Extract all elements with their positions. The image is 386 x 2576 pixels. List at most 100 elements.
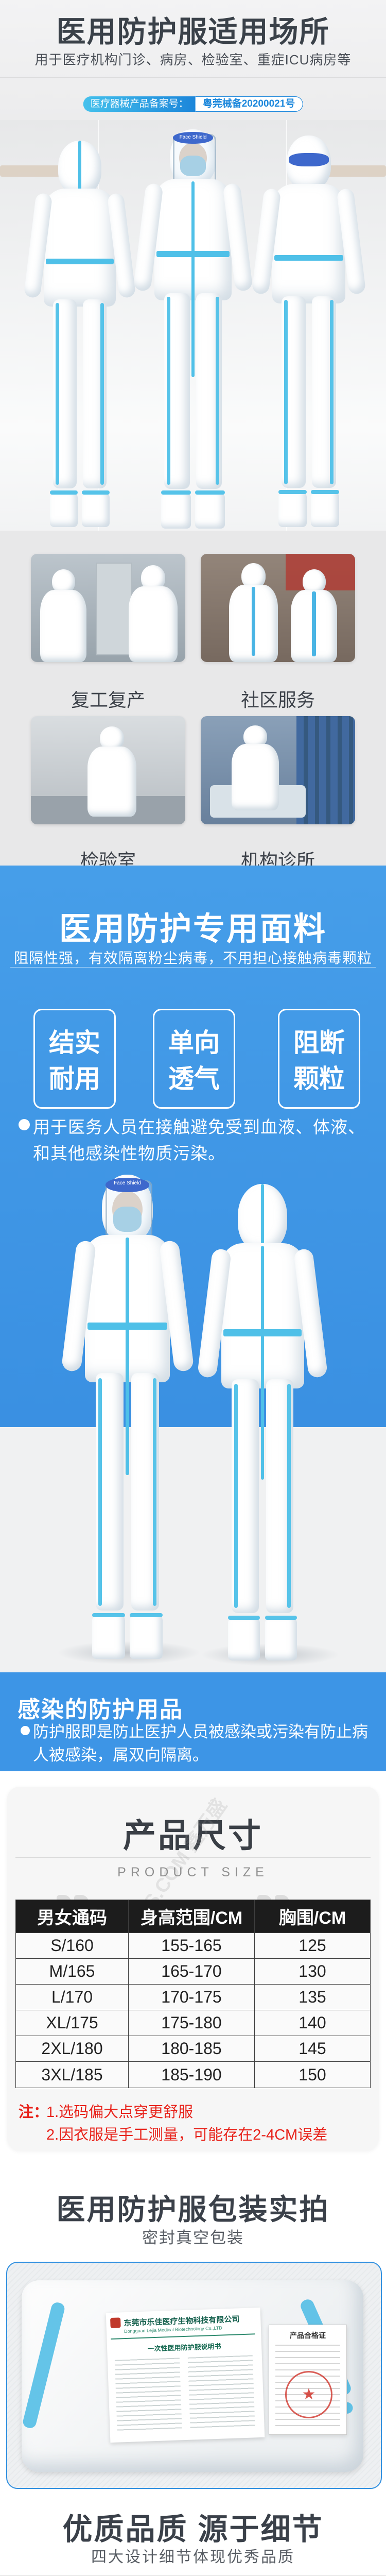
- figure-head: [302, 569, 326, 594]
- size-col-header: 身高范围/CM: [129, 1900, 255, 1933]
- fine-print-lines: [114, 2358, 182, 2432]
- size-note-2: 2.因衣服是手工测量，可能存在2-4CM误差: [46, 2127, 328, 2143]
- figure-head: [241, 563, 266, 589]
- suit-body: [44, 189, 116, 307]
- size-table: 男女通码 身高范围/CM 胸围/CM S/160 155-165 125 M/1…: [15, 1900, 371, 2088]
- feature-line: 颗粒: [293, 1064, 345, 1093]
- person-figure: [291, 569, 337, 662]
- figure-body: [40, 589, 86, 662]
- figure-head: [243, 725, 267, 748]
- page-subtitle: 用于医疗机构门诊、病房、检验室、重症ICU病房等: [34, 52, 352, 67]
- size-col-header: 男女通码: [16, 1900, 129, 1933]
- size-cell: 180-185: [129, 2036, 255, 2062]
- suit-body: [272, 184, 346, 304]
- feature-box-block-particles: 阻断 颗粒: [278, 1009, 360, 1109]
- size-cell: 150: [255, 2062, 370, 2088]
- person-figure: [129, 565, 178, 662]
- registration-badge-label: 医疗器械产品备案号：: [83, 96, 196, 112]
- suit-tape: [22, 2301, 66, 2430]
- scene-photo-laboratory: [31, 716, 185, 824]
- infection-protection-section: 感染的防护用品 防护服即是防止医护人员被感染或污染有防止病人被感染，属双向隔离。: [0, 1672, 386, 1771]
- suit-tape: [312, 591, 316, 657]
- fabric-subtitle: 阻隔性强，有效隔离粉尘病毒，不用担心接触病毒颗粒: [13, 950, 372, 966]
- size-cell: 3XL/185: [16, 2062, 129, 2088]
- face-shield-band: Face Shield: [106, 1177, 149, 1192]
- registration-badge: 医疗器械产品备案号： 粤莞械备20200021号: [83, 96, 303, 112]
- bullet-dot: [19, 1119, 30, 1130]
- registration-badge-value: 粤莞械备20200021号: [195, 96, 303, 112]
- suit-boot: [195, 490, 225, 529]
- size-cell: 175-180: [129, 2010, 255, 2036]
- suit-boot: [50, 490, 78, 527]
- bullet-dot: [21, 1726, 30, 1735]
- quality-title: 优质品质 源于细节: [62, 2513, 324, 2546]
- feature-line: 单向: [168, 1028, 220, 1057]
- suit-boot: [92, 1613, 126, 1659]
- suit-waist-tape: [274, 255, 344, 261]
- packaging-title: 医用防护服包装实拍: [56, 2193, 330, 2226]
- suit-leg: [164, 293, 190, 489]
- package-instruction-label: 东莞市乐佳医疗生物科技有限公司 Dongguan Lejia Medical B…: [106, 2307, 265, 2443]
- suit-zipper-tape: [125, 1238, 130, 1475]
- size-cell: 155-165: [129, 1933, 255, 1959]
- suit-back-seam-tape: [260, 1246, 265, 1480]
- size-col-header: 胸围/CM: [255, 1900, 370, 1933]
- size-cell: 165-170: [129, 1959, 255, 1985]
- suit-leg: [53, 299, 77, 488]
- suit-leg: [266, 1379, 293, 1613]
- person-figure: [87, 726, 136, 817]
- suit-tape: [251, 587, 256, 656]
- protective-suit-back-right: [251, 135, 366, 527]
- size-cell: L/170: [16, 1985, 129, 2010]
- suit-leg: [96, 1373, 124, 1611]
- product-size-card: 产品尺寸 PRODUCT SIZE XFS.COM 鑫万盛 XFS.COM 鑫万…: [7, 1787, 379, 2150]
- suit-leg: [232, 1379, 259, 1613]
- size-cell: 185-190: [129, 2062, 255, 2088]
- size-note-1: 1.选码偏大点穿更舒服: [46, 2104, 194, 2121]
- model-front-back-photo: Face Shield: [0, 1170, 386, 1672]
- feature-box-durable: 结实 耐用: [33, 1009, 116, 1109]
- model-suit-back: [197, 1184, 328, 1660]
- size-cell: M/165: [16, 1959, 129, 1985]
- suit-leg: [131, 1373, 159, 1611]
- model-photo-background: [0, 1427, 386, 1672]
- scene-label: 复工复产: [71, 689, 145, 710]
- size-cell: 170-175: [129, 1985, 255, 2010]
- divider: [111, 2333, 255, 2340]
- certificate-title: 产品合格证: [290, 2331, 326, 2340]
- divider: [15, 1857, 371, 1858]
- suit-leg: [281, 296, 306, 488]
- page-title: 医用防护服适用场所: [56, 15, 330, 48]
- feature-line: 阻断: [293, 1028, 345, 1057]
- feature-line: 透气: [168, 1064, 220, 1093]
- suit-mask: [180, 156, 206, 177]
- hero-photo: Face Shield: [0, 120, 386, 531]
- door: [96, 562, 132, 656]
- suit-waist-tape: [156, 251, 230, 257]
- suit-leg: [196, 293, 222, 489]
- divider: [10, 967, 376, 968]
- suit-boot: [161, 490, 191, 529]
- red-stamp-icon: ★: [285, 2371, 332, 2418]
- suit-boot: [130, 1613, 163, 1659]
- size-cell: 145: [255, 2036, 370, 2062]
- size-cell: 2XL/180: [16, 2036, 129, 2062]
- suit-zipper-tape: [191, 181, 195, 377]
- suit-hood-tape: [78, 141, 81, 191]
- size-cell: S/160: [16, 1933, 129, 1959]
- figure-body: [87, 746, 136, 817]
- face-shield-band: Face Shield: [173, 131, 213, 144]
- packaging-subtitle: 密封真空包装: [142, 2229, 244, 2247]
- figure-head: [141, 565, 166, 590]
- curtain: [296, 716, 355, 824]
- feature-line: 耐用: [49, 1064, 100, 1093]
- suit-boot: [228, 1615, 260, 1660]
- suit-waist-tape: [46, 258, 114, 264]
- scene-label: 社区服务: [240, 689, 315, 710]
- suit-boot: [278, 489, 307, 527]
- suit-boot: [82, 490, 110, 527]
- size-subtitle: PRODUCT SIZE: [117, 1865, 269, 1879]
- figure-head: [51, 569, 75, 594]
- usage-scenes-section: 复工复产 社区服务 检验室 机构诊所: [0, 531, 386, 871]
